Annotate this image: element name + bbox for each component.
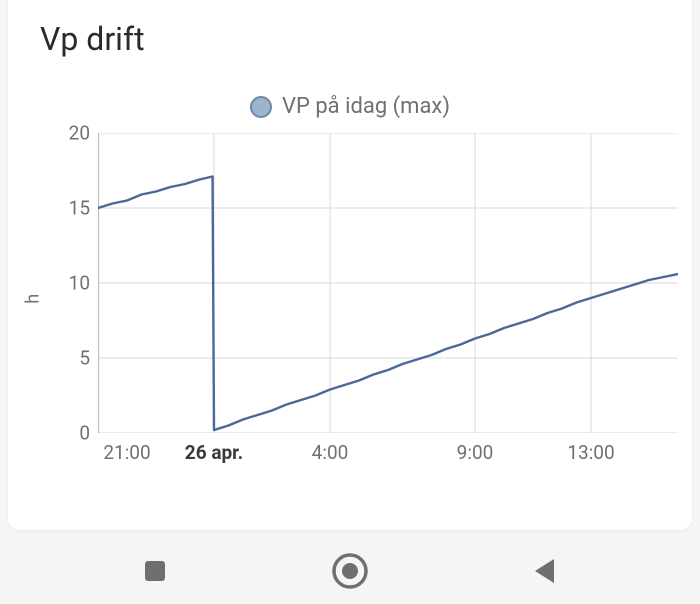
home-button[interactable] <box>310 546 390 596</box>
chart-plot[interactable]: 0510152021:0026 apr.4:009:0013:00 <box>98 133 678 433</box>
legend-label: VP på idag (max) <box>282 94 450 119</box>
back-button[interactable] <box>505 546 585 596</box>
x-tick-label: 21:00 <box>103 441 150 464</box>
legend-marker-icon <box>250 96 272 118</box>
y-tick-label: 5 <box>79 347 90 370</box>
chart-svg <box>98 133 678 433</box>
chart-card: Vp drift VP på idag (max) h 0510152021:0… <box>8 0 692 530</box>
x-tick-label: 4:00 <box>312 441 349 464</box>
square-icon <box>142 558 168 584</box>
chart-area: h 0510152021:0026 apr.4:009:0013:00 <box>22 133 678 473</box>
chart-legend: VP på idag (max) <box>22 94 678 119</box>
x-tick-label: 26 apr. <box>185 441 243 464</box>
y-tick-label: 15 <box>69 197 90 220</box>
x-tick-label: 13:00 <box>567 441 614 464</box>
y-tick-label: 10 <box>69 272 90 295</box>
recent-apps-button[interactable] <box>115 546 195 596</box>
x-tick-label: 9:00 <box>457 441 494 464</box>
circle-icon <box>331 552 369 590</box>
card-title: Vp drift <box>40 20 678 58</box>
android-nav-bar <box>0 538 700 604</box>
triangle-back-icon <box>532 557 558 585</box>
y-tick-label: 20 <box>69 122 90 145</box>
y-axis-label: h <box>22 294 43 304</box>
y-tick-label: 0 <box>79 422 90 445</box>
